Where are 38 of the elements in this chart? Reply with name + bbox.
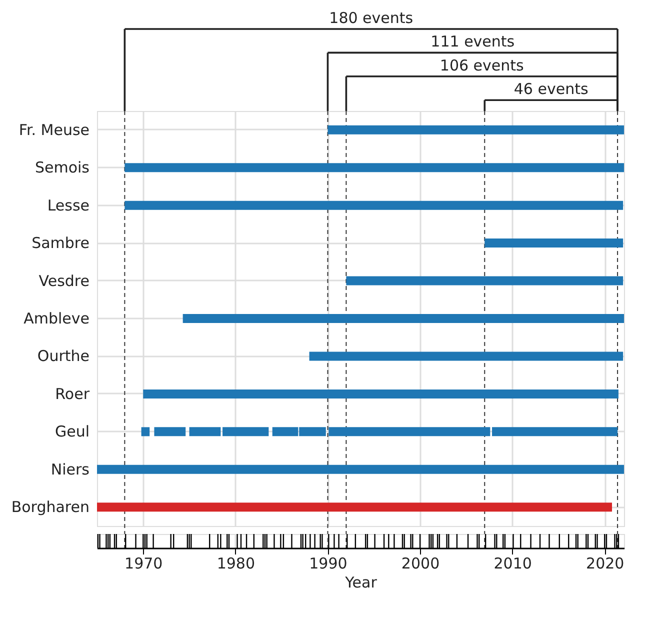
y-tick-label: Lesse xyxy=(47,196,90,214)
bar xyxy=(97,464,624,474)
y-tick-label: Fr. Meuse xyxy=(18,120,90,139)
bar xyxy=(124,163,624,172)
bar xyxy=(222,427,269,436)
text: 180 events xyxy=(329,9,414,27)
text: 111 events xyxy=(430,32,515,51)
x-tick-label: 2010 xyxy=(494,554,532,572)
bar xyxy=(328,125,624,134)
bar xyxy=(309,352,624,361)
bar xyxy=(328,427,490,436)
y-tick-label: Semois xyxy=(34,158,90,177)
bar xyxy=(484,238,624,248)
x-tick-label: 1980 xyxy=(216,554,256,572)
y-tick-label: Ourthe xyxy=(37,347,90,366)
bar xyxy=(97,502,612,512)
bar xyxy=(189,427,221,436)
x-tick-label: 2000 xyxy=(401,554,440,572)
y-tick-label: Niers xyxy=(50,460,90,478)
x-tick-label: 2020 xyxy=(586,554,624,572)
y-tick-label: Geul xyxy=(54,422,90,441)
bar xyxy=(141,427,150,436)
bar xyxy=(182,314,624,323)
bar xyxy=(154,427,186,436)
bar xyxy=(346,276,624,286)
y-tick-label: Vesdre xyxy=(38,272,90,290)
x-tick-label: 1990 xyxy=(309,554,348,572)
bar xyxy=(124,200,624,210)
bar xyxy=(143,389,618,398)
x-axis-title: Year xyxy=(344,574,378,592)
bar xyxy=(492,427,618,436)
y-tick-label: Ambleve xyxy=(24,310,90,328)
y-tick-label: Roer xyxy=(55,384,90,403)
x-tick-label: 1970 xyxy=(124,554,163,572)
text: 106 events xyxy=(440,56,524,74)
text: 46 events xyxy=(514,80,588,98)
y-tick-label: Borgharen xyxy=(11,498,90,516)
y-tick-label: Sambre xyxy=(32,234,90,252)
